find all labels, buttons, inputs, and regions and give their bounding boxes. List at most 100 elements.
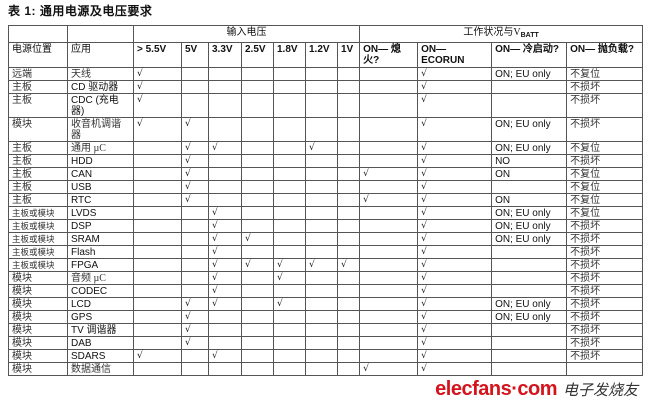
cell-on-ecorun: √	[417, 180, 493, 194]
cell-application: LVDS	[67, 206, 134, 220]
cell-v-2-5	[241, 141, 274, 155]
cell-v-1	[336, 336, 361, 350]
cell-v-5: √	[181, 310, 209, 324]
cell-v-1-8	[273, 93, 306, 118]
column-header-v-1-8: 1.8V	[273, 42, 306, 68]
cell-v-1-8	[273, 245, 306, 259]
cell-v-1-8	[273, 349, 306, 363]
cell-v-3-3: √	[208, 232, 242, 246]
cell-application: Flash	[67, 245, 134, 259]
cell-v-1	[336, 219, 361, 233]
cell-v-above-5-5: √	[133, 117, 182, 142]
cell-on-cold-start	[491, 349, 568, 363]
cell-on-crank: √	[359, 193, 419, 207]
cell-application: CODEC	[67, 284, 134, 298]
cell-on-load-dump: 不损坏	[566, 349, 644, 363]
cell-v-1	[336, 310, 361, 324]
cell-v-5: √	[181, 336, 209, 350]
cell-on-ecorun: √	[417, 93, 493, 118]
cell-v-3-3	[208, 193, 242, 207]
cell-on-cold-start	[491, 180, 568, 194]
cell-v-1-8	[273, 180, 306, 194]
cell-v-above-5-5	[133, 362, 182, 376]
cell-application: 天线	[67, 67, 134, 81]
cell-v-1	[336, 67, 361, 81]
cell-v-2-5: √	[241, 258, 274, 272]
cell-application: CD 驱动器	[67, 80, 134, 94]
cell-v-5	[181, 362, 209, 376]
cell-v-1-2	[305, 219, 338, 233]
cell-on-load-dump: 不复位	[566, 67, 644, 81]
cell-on-cold-start	[491, 284, 568, 298]
table-row: 主板或模块 LVDS √ √ ON; EU only 不复位	[8, 206, 644, 220]
cell-on-cold-start	[491, 323, 568, 337]
cell-on-load-dump: 不复位	[566, 167, 644, 181]
cell-location: 主板	[8, 80, 68, 94]
cell-v-1	[336, 349, 361, 363]
cell-on-load-dump: 不损坏	[566, 336, 644, 350]
cell-on-cold-start	[491, 258, 568, 272]
table-row: 主板 USB √ √ 不复位	[8, 180, 644, 194]
cell-v-1-2	[305, 284, 338, 298]
cell-v-2-5	[241, 336, 274, 350]
cell-on-crank	[359, 154, 419, 168]
cell-v-2-5	[241, 80, 274, 94]
cell-on-ecorun: √	[417, 245, 493, 259]
cell-v-1-2	[305, 154, 338, 168]
table-row: 主板 CAN √ √ √ ON 不复位	[8, 167, 644, 181]
table-row: 主板 CD 驱动器 √ √ 不损坏	[8, 80, 644, 94]
cell-on-cold-start	[491, 80, 568, 94]
cell-v-1-2	[305, 310, 338, 324]
cell-on-ecorun: √	[417, 271, 493, 285]
cell-application: 收音机调谐器	[67, 117, 134, 142]
cell-on-crank	[359, 284, 419, 298]
cell-v-5: √	[181, 297, 209, 311]
cell-on-load-dump: 不损坏	[566, 271, 644, 285]
cell-v-1-8	[273, 117, 306, 142]
cell-on-ecorun: √	[417, 284, 493, 298]
cell-v-1-8	[273, 206, 306, 220]
group-status-label: 工作状况与V	[463, 27, 521, 38]
cell-v-above-5-5: √	[133, 80, 182, 94]
cell-v-2-5	[241, 117, 274, 142]
cell-v-1	[336, 154, 361, 168]
cell-v-1-8	[273, 310, 306, 324]
cell-on-crank	[359, 271, 419, 285]
cell-on-load-dump: 不损坏	[566, 219, 644, 233]
column-header-location: 电源位置	[8, 42, 68, 68]
table-row: 模块 CODEC √ √ 不损坏	[8, 284, 644, 298]
cell-v-1: √	[336, 258, 361, 272]
cell-on-cold-start: ON	[491, 193, 568, 207]
cell-on-cold-start: NO	[491, 154, 568, 168]
cell-v-2-5	[241, 323, 274, 337]
cell-application: SDARS	[67, 349, 134, 363]
cell-on-ecorun: √	[417, 117, 493, 142]
cell-v-3-3	[208, 154, 242, 168]
cell-application: CDC (充电器)	[67, 93, 134, 118]
cell-v-3-3	[208, 93, 242, 118]
table-body: 远端 天线 √ √ ON; EU only 不复位 主板 CD 驱动器 √ √ 不损坏 主板 CDC (…	[8, 67, 644, 376]
cell-v-1	[336, 93, 361, 118]
cell-on-load-dump: 不复位	[566, 180, 644, 194]
cell-v-above-5-5	[133, 336, 182, 350]
cell-application: RTC	[67, 193, 134, 207]
cell-v-above-5-5	[133, 232, 182, 246]
cell-v-2-5	[241, 154, 274, 168]
cell-v-1	[336, 193, 361, 207]
cell-on-cold-start: ON; EU only	[491, 297, 568, 311]
cell-v-above-5-5	[133, 284, 182, 298]
cell-location: 模块	[8, 336, 68, 350]
cell-application: GPS	[67, 310, 134, 324]
cell-on-ecorun: √	[417, 297, 493, 311]
cell-on-cold-start: ON; EU only	[491, 232, 568, 246]
cell-v-3-3	[208, 310, 242, 324]
cell-v-2-5	[241, 206, 274, 220]
cell-v-2-5	[241, 297, 274, 311]
cell-v-2-5	[241, 67, 274, 81]
cell-application: LCD	[67, 297, 134, 311]
cell-on-cold-start: ON; EU only	[491, 206, 568, 220]
cell-location: 模块	[8, 310, 68, 324]
cell-location: 主板	[8, 180, 68, 194]
cell-location: 主板	[8, 193, 68, 207]
column-header-v-3-3: 3.3V	[208, 42, 242, 68]
